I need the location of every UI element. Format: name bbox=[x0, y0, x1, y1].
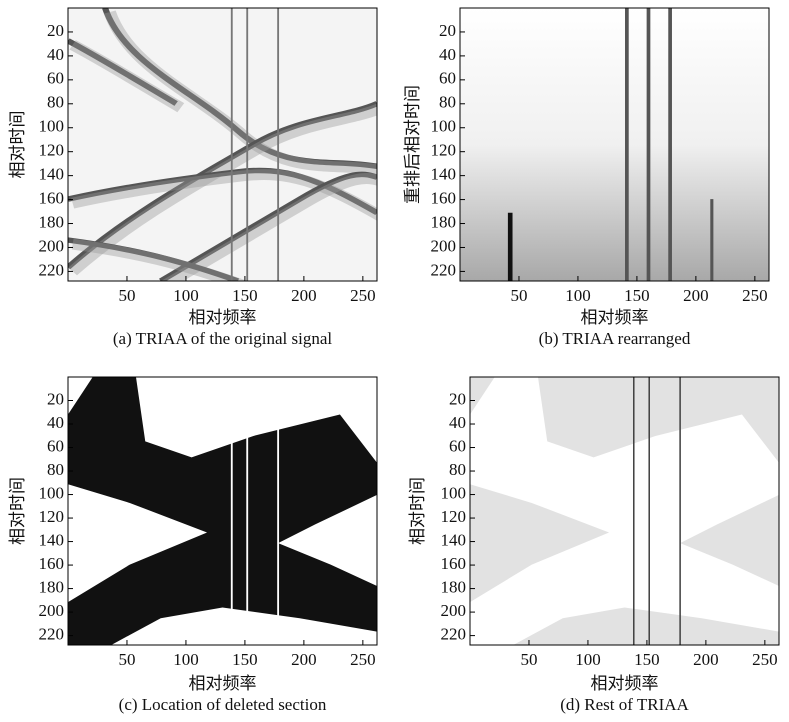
y-tick-label: 40 bbox=[449, 413, 466, 432]
y-tick-label: 180 bbox=[441, 577, 467, 596]
y-tick-label: 40 bbox=[439, 45, 456, 64]
x-tick-label: 250 bbox=[752, 650, 778, 669]
x-axis-label: 相对频率 bbox=[581, 308, 649, 328]
image-area bbox=[470, 377, 779, 645]
y-tick-label: 160 bbox=[431, 188, 457, 207]
y-axis-label: 相对时间 bbox=[8, 477, 28, 545]
y-tick-label: 120 bbox=[431, 141, 457, 160]
y-tick-label: 20 bbox=[47, 389, 64, 408]
y-tick-label: 200 bbox=[39, 236, 65, 255]
y-tick-label: 200 bbox=[431, 236, 457, 255]
x-tick-label: 150 bbox=[232, 286, 258, 305]
y-tick-label: 160 bbox=[39, 554, 65, 573]
x-tick-label: 200 bbox=[693, 650, 719, 669]
plot-frame bbox=[67, 7, 378, 282]
x-tick-label: 100 bbox=[173, 286, 199, 305]
x-tick-label: 50 bbox=[510, 286, 527, 305]
y-tick-label: 100 bbox=[431, 117, 457, 136]
x-tick-label: 200 bbox=[291, 286, 317, 305]
x-tick-label: 250 bbox=[742, 286, 768, 305]
x-tick-label: 250 bbox=[350, 650, 376, 669]
y-tick-label: 180 bbox=[39, 212, 65, 231]
y-tick-label: 40 bbox=[47, 413, 64, 432]
x-tick-label: 150 bbox=[232, 650, 258, 669]
caption: (d) Rest of TRIAA bbox=[560, 695, 689, 714]
y-tick-label: 60 bbox=[47, 69, 64, 88]
image-area bbox=[460, 8, 769, 281]
y-tick-label: 180 bbox=[431, 212, 457, 231]
y-tick-label: 20 bbox=[47, 21, 64, 40]
y-tick-label: 140 bbox=[39, 530, 65, 549]
y-tick-label: 100 bbox=[441, 483, 467, 502]
y-tick-label: 60 bbox=[47, 436, 64, 455]
y-tick-label: 80 bbox=[47, 93, 64, 112]
y-tick-label: 200 bbox=[441, 601, 467, 620]
y-tick-label: 160 bbox=[441, 554, 467, 573]
x-tick-label: 200 bbox=[291, 650, 317, 669]
y-tick-label: 160 bbox=[39, 188, 65, 207]
x-tick-label: 100 bbox=[173, 650, 199, 669]
y-tick-label: 100 bbox=[39, 117, 65, 136]
y-tick-label: 220 bbox=[441, 625, 467, 644]
x-axis-label: 相对频率 bbox=[591, 674, 659, 694]
y-tick-label: 200 bbox=[39, 601, 65, 620]
y-tick-label: 100 bbox=[39, 483, 65, 502]
y-tick-label: 80 bbox=[47, 460, 64, 479]
x-tick-label: 50 bbox=[118, 286, 135, 305]
x-tick-label: 150 bbox=[634, 650, 660, 669]
y-tick-label: 220 bbox=[431, 260, 457, 279]
x-axis-label: 相对频率 bbox=[189, 674, 257, 694]
y-axis-label: 重排后相对时间 bbox=[403, 85, 423, 204]
x-tick-label: 50 bbox=[520, 650, 537, 669]
y-tick-label: 60 bbox=[439, 69, 456, 88]
y-tick-label: 60 bbox=[449, 436, 466, 455]
y-tick-label: 40 bbox=[47, 45, 64, 64]
y-axis-label: 相对时间 bbox=[408, 477, 428, 545]
y-tick-label: 220 bbox=[39, 625, 65, 644]
y-tick-label: 140 bbox=[431, 165, 457, 184]
x-tick-label: 150 bbox=[624, 286, 650, 305]
x-tick-label: 250 bbox=[350, 286, 376, 305]
y-tick-label: 220 bbox=[39, 260, 65, 279]
y-tick-label: 20 bbox=[449, 389, 466, 408]
x-tick-label: 50 bbox=[118, 650, 135, 669]
caption: (c) Location of deleted section bbox=[119, 695, 327, 714]
y-tick-label: 140 bbox=[39, 165, 65, 184]
y-tick-label: 180 bbox=[39, 577, 65, 596]
caption: (a) TRIAA of the original signal bbox=[113, 329, 333, 348]
x-axis-label: 相对频率 bbox=[189, 308, 257, 328]
y-tick-label: 80 bbox=[439, 93, 456, 112]
plot-frame bbox=[459, 7, 770, 282]
image-area bbox=[68, 377, 377, 645]
caption: (b) TRIAA rearranged bbox=[539, 329, 691, 348]
y-tick-label: 80 bbox=[449, 460, 466, 479]
x-tick-label: 200 bbox=[683, 286, 709, 305]
y-tick-label: 20 bbox=[439, 21, 456, 40]
y-tick-label: 120 bbox=[441, 507, 467, 526]
y-axis-label: 相对时间 bbox=[8, 111, 28, 179]
x-tick-label: 100 bbox=[565, 286, 591, 305]
plot-frame bbox=[469, 376, 780, 646]
image-area bbox=[68, 8, 377, 281]
y-tick-label: 140 bbox=[441, 530, 467, 549]
y-tick-label: 120 bbox=[39, 141, 65, 160]
y-tick-label: 120 bbox=[39, 507, 65, 526]
x-tick-label: 100 bbox=[575, 650, 601, 669]
plot-frame bbox=[67, 376, 378, 646]
